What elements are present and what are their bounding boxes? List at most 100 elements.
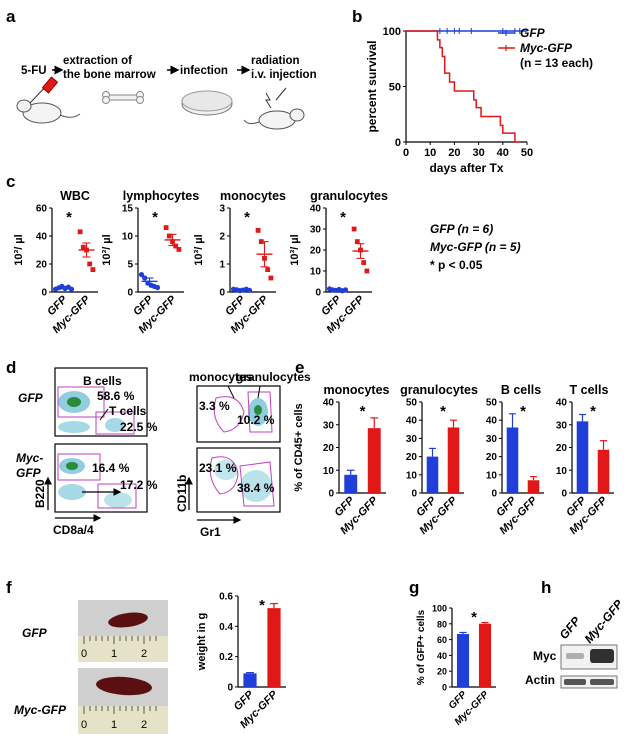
y-tick-label: 100 bbox=[383, 26, 401, 38]
chart-title: B cells bbox=[501, 383, 541, 397]
point-myc-gfp bbox=[80, 244, 86, 250]
significance-star: * bbox=[66, 209, 72, 226]
y-tick-label: 20 bbox=[486, 452, 498, 463]
significance-star: * bbox=[471, 609, 477, 626]
point-myc-gfp bbox=[255, 228, 261, 233]
ruler-bottom-1: 1 bbox=[111, 719, 117, 731]
bone-illustration bbox=[102, 91, 144, 104]
y-tick-label: 30 bbox=[406, 434, 418, 445]
y-tick-label: 0.6 bbox=[219, 592, 233, 603]
mouse-illustration-1 bbox=[16, 76, 81, 124]
y-tick-label: 0 bbox=[561, 489, 567, 500]
panel-letter-d: d bbox=[6, 358, 16, 377]
y-tick-label: 10 bbox=[310, 267, 322, 278]
y-tick-label: 0 bbox=[442, 683, 447, 693]
bar-myc-gfp bbox=[367, 428, 381, 493]
point-gfp bbox=[154, 284, 161, 291]
x-tick-label: 30 bbox=[472, 147, 484, 159]
flow-x-axis-cd8: CD8a/4 bbox=[53, 523, 94, 537]
chart-title: T cells bbox=[570, 383, 609, 397]
chart-title: granulocytes bbox=[400, 383, 478, 397]
ruler-top-1: 1 bbox=[111, 648, 117, 660]
significance-star: * bbox=[440, 403, 446, 420]
panel-c-legend: GFP (n = 6) Myc-GFP (n = 5) * p < 0.05 bbox=[430, 222, 521, 272]
y-tick-label: 80 bbox=[437, 619, 447, 629]
legend-c-myc: Myc-GFP (n = 5) bbox=[430, 240, 521, 254]
point-myc-gfp bbox=[176, 247, 182, 252]
y-tick-label: 10 bbox=[323, 466, 335, 477]
point-myc-gfp bbox=[87, 261, 93, 267]
bar-gfp bbox=[456, 634, 470, 687]
bar-myc-gfp bbox=[478, 623, 492, 687]
flow-gfp-b-pct: 58.6 % bbox=[97, 389, 135, 403]
y-axis-label: weight in g bbox=[196, 613, 208, 671]
y-tick-label: 10 bbox=[556, 466, 568, 477]
panel-letter-g: g bbox=[409, 578, 419, 597]
chart-title: monocytes bbox=[220, 189, 286, 203]
x-axis-label: days after Tx bbox=[429, 161, 503, 175]
significance-star: * bbox=[152, 209, 158, 226]
chart-title: WBC bbox=[60, 189, 90, 203]
y-axis-label: 10³/ µl bbox=[193, 234, 205, 265]
bar-myc-gfp bbox=[527, 480, 540, 493]
point-gfp bbox=[138, 272, 145, 278]
y-axis-label: % of GFP+ cells bbox=[416, 609, 427, 685]
point-myc-gfp bbox=[354, 239, 360, 244]
y-tick-label: 30 bbox=[486, 434, 498, 445]
y-tick-label: 40 bbox=[486, 416, 498, 427]
panel-a-schematic: 5-FU extraction of the bone marrow infec… bbox=[16, 55, 317, 130]
y-axis-label: 10³/ µl bbox=[101, 234, 113, 265]
y-tick-label: 15 bbox=[122, 204, 134, 215]
bar-gfp bbox=[344, 474, 358, 493]
y-tick-label: 60 bbox=[437, 635, 447, 645]
spleen-photo-myc: 0 1 2 bbox=[78, 668, 168, 734]
y-tick-label: 20 bbox=[437, 667, 447, 677]
point-myc-gfp bbox=[268, 275, 274, 281]
y-tick-label: 0 bbox=[395, 137, 401, 149]
flow-granulocytes-label: granulocytes bbox=[236, 370, 311, 384]
y-tick-label: 40 bbox=[406, 416, 418, 427]
x-tick-label: 10 bbox=[424, 147, 436, 159]
y-tick-label: 20 bbox=[323, 443, 335, 454]
panel-h-western: GFP Myc-GFP Myc Actin bbox=[525, 596, 626, 689]
point-myc-gfp bbox=[163, 225, 169, 230]
flow-plot-myc-b220 bbox=[54, 443, 148, 513]
chart-title: granulocytes bbox=[310, 189, 388, 203]
blot-actin-band-gfp bbox=[564, 679, 586, 685]
blot-row-actin: Actin bbox=[525, 673, 555, 687]
bar-gfp bbox=[576, 421, 589, 493]
panel-f-photos: GFP Myc-GFP 0 1 2 bbox=[14, 600, 168, 734]
point-myc-gfp bbox=[364, 268, 370, 274]
survival-chart: 0 50 100 0 10 20 30 40 50 days after Tx percent su… bbox=[365, 26, 533, 175]
y-tick-label: 60 bbox=[36, 204, 48, 215]
chart-title: monocytes bbox=[324, 383, 390, 397]
flow-plot-gfp-cd11b bbox=[196, 385, 281, 443]
y-tick-label: 20 bbox=[406, 452, 418, 463]
y-tick-label: 20 bbox=[36, 260, 48, 271]
panel-letter-h: h bbox=[541, 578, 551, 597]
y-tick-label: 40 bbox=[323, 398, 335, 409]
panel-letter-a: a bbox=[6, 7, 16, 26]
y-tick-label: 50 bbox=[389, 82, 401, 94]
y-tick-label: 50 bbox=[486, 398, 498, 409]
y-tick-label: 100 bbox=[432, 604, 447, 614]
petri-dish-illustration bbox=[181, 90, 233, 116]
point-myc-gfp bbox=[77, 229, 83, 235]
spleen-label-gfp: GFP bbox=[22, 626, 48, 640]
flow-myc-b-pct: 16.4 % bbox=[92, 461, 130, 475]
y-tick-label: 20 bbox=[556, 443, 568, 454]
flow-y-axis-b220: B220 bbox=[33, 479, 47, 508]
y-axis-label: 10³/ µl bbox=[289, 234, 301, 265]
y-tick-label: 0 bbox=[328, 489, 334, 500]
survival-line-myc-gfp bbox=[406, 30, 520, 143]
y-tick-label: 10 bbox=[406, 470, 418, 481]
flow-myc-t-pct: 17.2 % bbox=[120, 478, 158, 492]
point-myc-gfp bbox=[166, 233, 172, 239]
significance-star: * bbox=[340, 209, 346, 226]
